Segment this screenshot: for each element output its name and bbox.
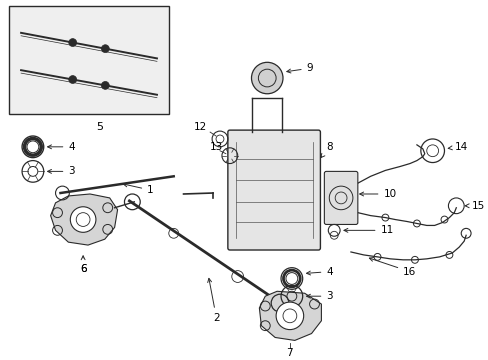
Circle shape: [69, 39, 77, 46]
Text: 15: 15: [464, 201, 484, 211]
Circle shape: [251, 62, 283, 94]
Text: 12: 12: [193, 122, 206, 132]
Text: 2: 2: [207, 278, 219, 323]
Text: 7: 7: [286, 348, 293, 358]
Circle shape: [276, 302, 303, 330]
FancyBboxPatch shape: [227, 130, 320, 250]
Text: 10: 10: [359, 189, 396, 199]
FancyBboxPatch shape: [324, 171, 357, 224]
Text: 4: 4: [306, 267, 332, 276]
Text: 9: 9: [286, 63, 313, 73]
Text: 16: 16: [368, 257, 415, 276]
Text: 11: 11: [343, 225, 393, 235]
Bar: [9, 6, 168, 114]
Text: 13: 13: [209, 142, 222, 152]
Circle shape: [69, 76, 77, 84]
Circle shape: [101, 45, 109, 53]
Circle shape: [101, 81, 109, 89]
Text: 5: 5: [96, 122, 103, 132]
Text: 6: 6: [80, 256, 86, 274]
Text: 3: 3: [47, 166, 75, 176]
Text: 1: 1: [123, 183, 153, 195]
Polygon shape: [259, 291, 321, 341]
Text: 14: 14: [447, 142, 467, 152]
Text: 3: 3: [306, 291, 332, 301]
Text: 6: 6: [80, 264, 86, 274]
Text: 8: 8: [320, 142, 332, 158]
Text: 4: 4: [47, 142, 75, 152]
Circle shape: [70, 207, 96, 232]
Polygon shape: [51, 194, 117, 245]
